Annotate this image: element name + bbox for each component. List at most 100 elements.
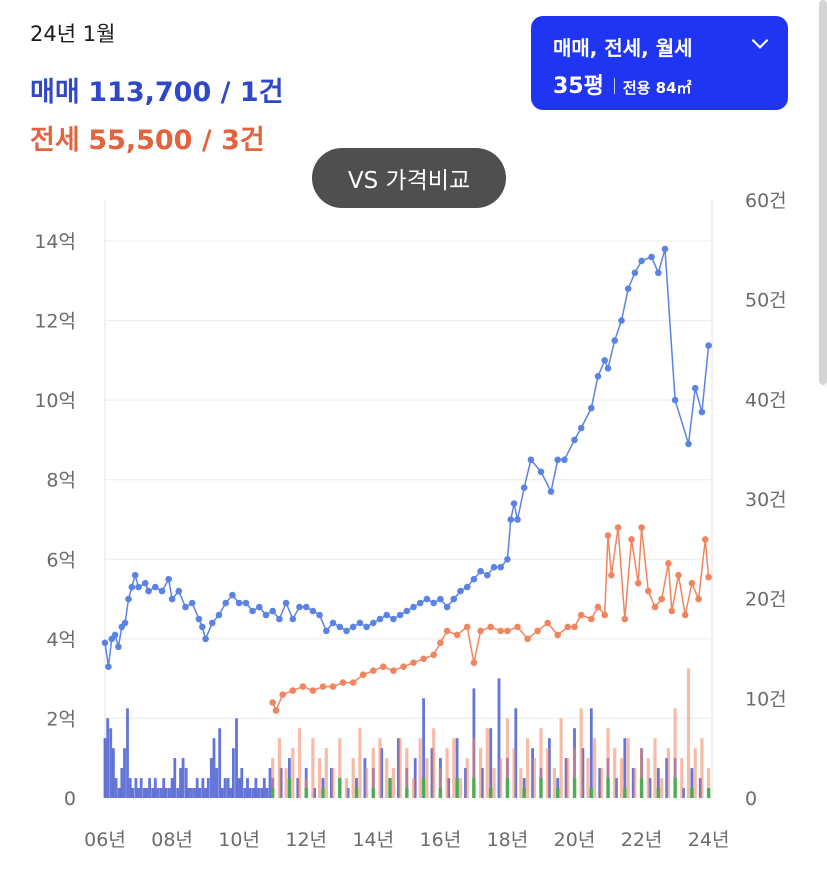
data-point	[618, 317, 625, 324]
volume-series	[270, 778, 711, 798]
volume-bar	[187, 788, 191, 798]
volume-bar	[660, 778, 664, 798]
data-point	[534, 627, 541, 635]
volume-bar	[497, 678, 501, 798]
y-left-tick-label: 12억	[34, 311, 76, 333]
data-point	[611, 337, 618, 344]
volume-bar	[371, 748, 375, 798]
volume-bar	[112, 748, 115, 798]
data-point	[688, 579, 696, 587]
volume-bar	[465, 758, 469, 798]
x-tick-label: 14년	[352, 829, 394, 851]
volume-bar	[631, 768, 635, 798]
data-point	[698, 408, 706, 416]
data-point	[497, 627, 505, 635]
pyeong-label: 35평	[553, 74, 604, 99]
volume-bar	[142, 788, 146, 798]
x-tick-label: 20년	[554, 829, 596, 851]
volume-bar	[623, 788, 627, 798]
volume-bar	[215, 768, 219, 798]
volume-bar	[268, 768, 272, 798]
volume-bar	[556, 788, 560, 798]
volume-bar	[485, 728, 489, 798]
data-point	[309, 607, 317, 615]
data-point	[671, 396, 679, 404]
data-point	[504, 556, 511, 563]
volume-bar	[405, 748, 409, 798]
volume-bar	[243, 788, 247, 798]
data-point	[655, 269, 662, 277]
volume-bar	[354, 788, 359, 798]
data-point	[282, 599, 290, 607]
volume-bar	[707, 768, 711, 798]
volume-bar	[656, 768, 660, 798]
data-point	[145, 587, 152, 595]
volume-bar	[464, 768, 467, 798]
data-point	[158, 587, 166, 595]
volume-bar	[639, 778, 644, 798]
volume-bar	[633, 768, 637, 798]
data-point	[594, 603, 602, 611]
volume-bar	[398, 738, 402, 798]
volume-bar	[455, 778, 459, 798]
volume-bar	[455, 738, 459, 798]
volume-bar	[619, 758, 624, 798]
volume-bar	[686, 668, 691, 798]
volume-bar	[131, 788, 135, 798]
data-point	[601, 357, 608, 364]
volume-bar	[223, 778, 227, 798]
scrollbar[interactable]	[819, 0, 827, 385]
data-point	[514, 516, 521, 523]
area-label: 전용 84㎡	[622, 79, 692, 97]
volume-bar	[232, 748, 235, 798]
volume-bar	[522, 788, 526, 798]
data-point	[165, 575, 172, 583]
data-point	[571, 623, 578, 631]
data-point	[128, 583, 136, 591]
data-point	[356, 619, 364, 627]
data-point	[564, 623, 572, 631]
data-point	[628, 536, 635, 543]
data-point	[376, 615, 384, 623]
data-point	[437, 595, 444, 603]
volume-bar	[137, 788, 140, 798]
volume-bar	[371, 788, 375, 798]
volume-bar	[673, 778, 677, 798]
data-point	[470, 575, 478, 583]
volume-bar	[338, 738, 342, 798]
volume-bar	[358, 728, 362, 798]
filter-button[interactable]: 매매, 전세, 월세 35평 전용 84㎡	[531, 16, 788, 110]
data-point	[309, 687, 317, 694]
data-point	[380, 663, 387, 670]
y-left-tick-label: 14억	[34, 231, 76, 253]
data-point	[269, 607, 277, 615]
data-point	[269, 699, 277, 706]
data-point	[370, 667, 377, 674]
data-point	[651, 603, 659, 611]
volume-bar	[589, 708, 593, 798]
data-point	[507, 516, 515, 523]
data-point	[423, 595, 431, 603]
data-point	[403, 607, 411, 615]
grid-lines	[104, 200, 713, 798]
volume-bar	[640, 748, 644, 798]
volume-bar	[532, 758, 536, 798]
volume-bar	[682, 788, 685, 798]
volume-bar	[646, 758, 650, 798]
vs-compare-button[interactable]: VS 가격비교	[312, 148, 506, 208]
volume-bar	[472, 738, 476, 798]
volume-bar	[418, 738, 422, 798]
volume-bar	[586, 758, 590, 798]
volume-bar	[156, 788, 160, 798]
volume-bar	[206, 778, 210, 798]
y-left-tick-label: 0	[64, 788, 76, 810]
y-left-tick-label: 4억	[46, 629, 76, 651]
volume-bar	[170, 778, 174, 798]
data-point	[608, 571, 615, 579]
volume-bar	[572, 748, 577, 798]
data-point	[255, 603, 263, 611]
data-point	[554, 456, 561, 464]
data-point	[624, 285, 632, 293]
y-left-tick-label: 10억	[34, 390, 76, 412]
volume-bar	[397, 738, 400, 798]
